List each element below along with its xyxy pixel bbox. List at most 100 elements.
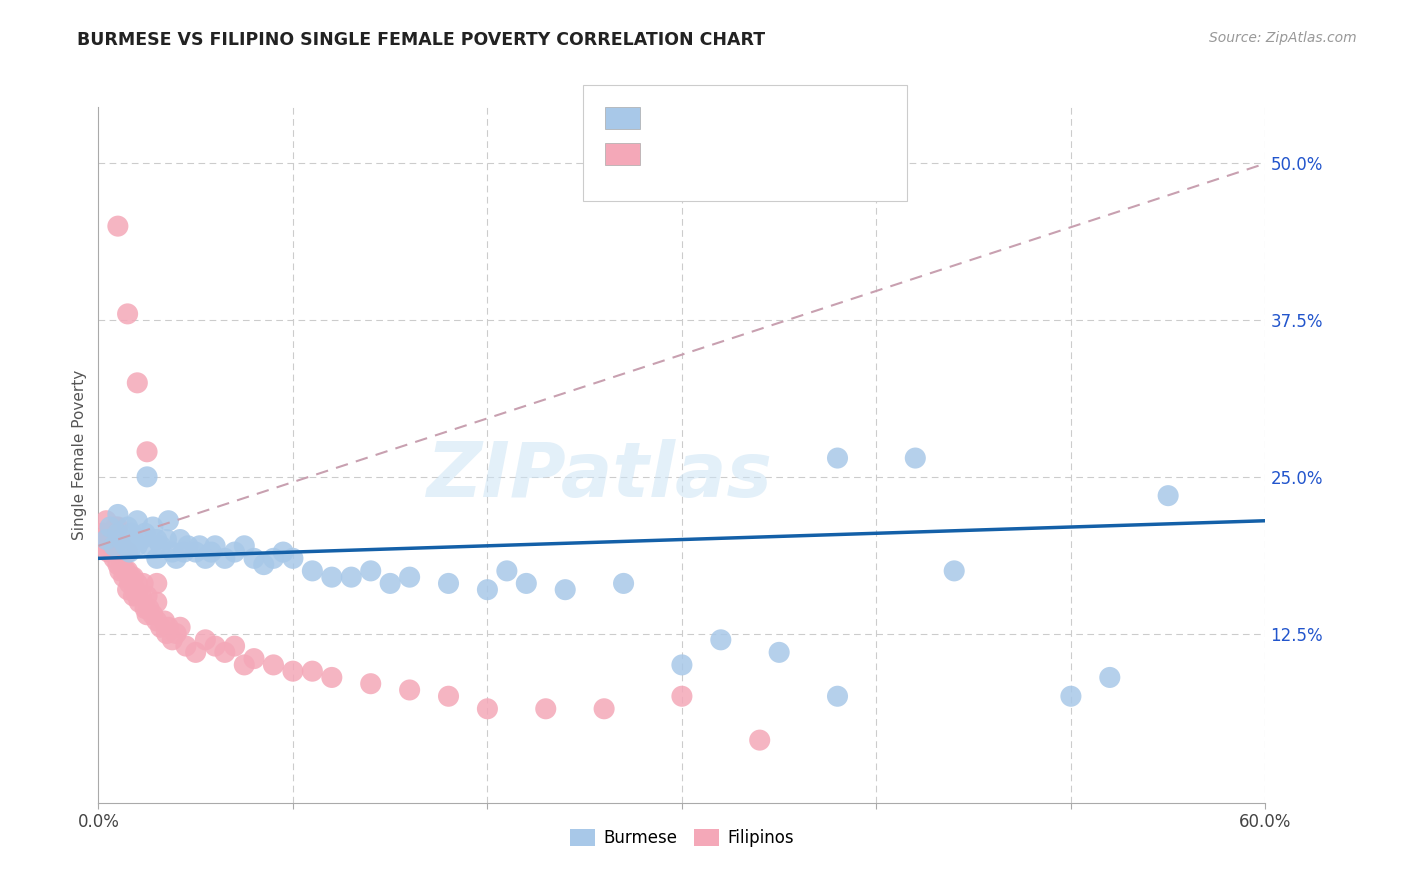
Point <box>138 539 160 553</box>
Point <box>321 570 343 584</box>
Point <box>477 582 499 597</box>
Point <box>98 520 121 534</box>
Point <box>301 664 323 678</box>
Point <box>262 551 284 566</box>
Point <box>827 451 849 466</box>
Point <box>243 551 266 566</box>
Point <box>129 589 152 603</box>
Point <box>107 520 129 534</box>
Point <box>107 219 129 234</box>
Point <box>138 601 160 615</box>
Point <box>96 514 118 528</box>
Point <box>117 582 139 597</box>
Point <box>121 570 143 584</box>
Text: R =  0.122   N = 70: R = 0.122 N = 70 <box>650 144 825 161</box>
Point <box>233 539 256 553</box>
Point <box>155 626 177 640</box>
Point <box>129 533 152 547</box>
Point <box>904 451 927 466</box>
Point <box>112 570 135 584</box>
Point <box>515 576 537 591</box>
Point <box>214 551 236 566</box>
Point <box>93 539 115 553</box>
Point <box>398 683 420 698</box>
Point <box>104 520 127 534</box>
Point <box>671 657 693 672</box>
Point <box>534 702 557 716</box>
Point <box>117 520 139 534</box>
Point <box>118 545 141 559</box>
Point <box>224 639 246 653</box>
Point <box>157 514 180 528</box>
Point <box>146 576 169 591</box>
Point <box>194 632 217 647</box>
Point <box>281 664 304 678</box>
Point <box>169 533 191 547</box>
Point <box>184 545 207 559</box>
Text: ZIPatlas: ZIPatlas <box>427 439 773 513</box>
Point <box>554 582 576 597</box>
Point <box>162 545 184 559</box>
Point <box>262 657 284 672</box>
Point <box>111 533 134 547</box>
Point <box>437 576 460 591</box>
Point <box>173 545 195 559</box>
Point <box>136 470 159 484</box>
Point <box>477 702 499 716</box>
Point <box>127 539 149 553</box>
Text: Source: ZipAtlas.com: Source: ZipAtlas.com <box>1209 31 1357 45</box>
Point <box>111 539 134 553</box>
Point <box>97 545 120 559</box>
Point <box>107 526 129 541</box>
Point <box>184 645 207 659</box>
Point <box>243 651 266 665</box>
Point <box>360 564 382 578</box>
Point <box>437 690 460 704</box>
Text: R = 0.055   N = 63: R = 0.055 N = 63 <box>650 108 820 126</box>
Point <box>1157 489 1180 503</box>
Point <box>253 558 276 572</box>
Point <box>224 545 246 559</box>
Point <box>233 657 256 672</box>
Point <box>117 564 139 578</box>
Point <box>1060 690 1083 704</box>
Point <box>114 539 136 553</box>
Point <box>748 733 770 747</box>
Point <box>204 639 226 653</box>
Y-axis label: Single Female Poverty: Single Female Poverty <box>72 370 87 540</box>
Point <box>134 526 156 541</box>
Point <box>710 632 733 647</box>
Point <box>103 539 125 553</box>
Point <box>149 620 172 634</box>
Point <box>200 545 222 559</box>
Point <box>134 601 156 615</box>
Point <box>177 539 200 553</box>
Point <box>96 533 118 547</box>
Point <box>194 551 217 566</box>
Point <box>114 564 136 578</box>
Point <box>768 645 790 659</box>
Point <box>117 545 139 559</box>
Point <box>127 514 149 528</box>
Point <box>91 526 114 541</box>
Point <box>149 539 172 553</box>
Point <box>174 639 197 653</box>
Point <box>155 533 177 547</box>
Point <box>117 307 139 321</box>
Point <box>1098 670 1121 684</box>
Point <box>121 526 143 541</box>
Point <box>107 558 129 572</box>
Point <box>281 551 304 566</box>
Point <box>146 551 169 566</box>
Point <box>146 595 169 609</box>
Point <box>165 551 187 566</box>
Point <box>122 589 145 603</box>
Point <box>122 533 145 547</box>
Point <box>496 564 519 578</box>
Point <box>127 376 149 390</box>
Point <box>613 576 636 591</box>
Point <box>153 614 176 628</box>
Point <box>107 539 129 553</box>
Point <box>128 595 150 609</box>
Point <box>398 570 420 584</box>
